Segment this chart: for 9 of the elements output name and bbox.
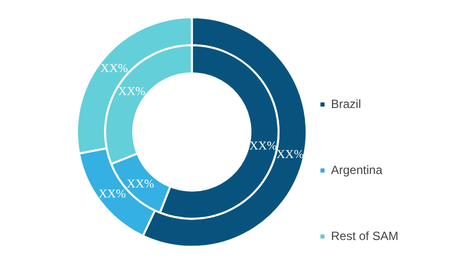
data-label: XX%: [118, 84, 146, 98]
data-label: XX%: [100, 60, 128, 75]
legend-label: Brazil: [331, 97, 362, 111]
data-label: XX%: [98, 186, 126, 201]
legend-label: Argentina: [331, 163, 382, 177]
data-label: XX%: [276, 146, 304, 161]
data-label: XX%: [126, 176, 154, 190]
legend-label: Rest of SAM: [331, 229, 398, 243]
data-label: XX%: [250, 138, 277, 153]
